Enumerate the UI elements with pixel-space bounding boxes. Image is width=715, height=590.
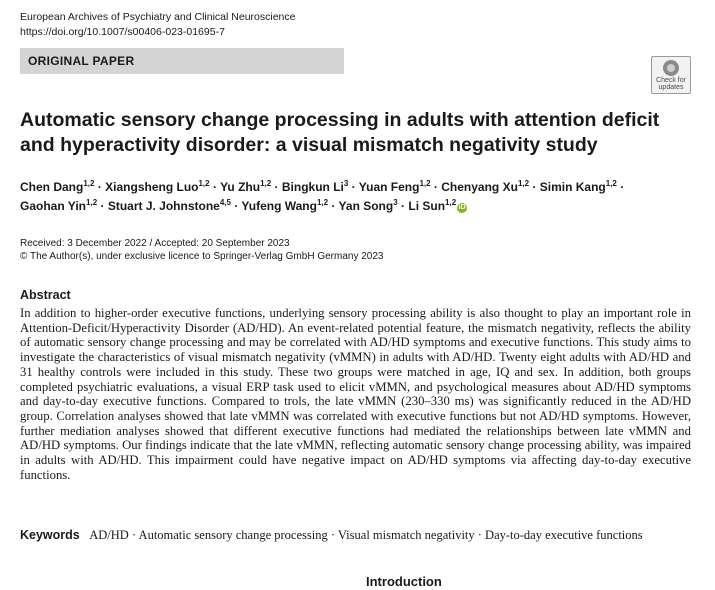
author: Bingkun Li3 bbox=[281, 179, 349, 195]
check-for-updates-badge[interactable]: Check for updates bbox=[651, 56, 691, 94]
author-list: Chen Dang1,2 · Xiangsheng Luo1,2 · Yu Zh… bbox=[20, 179, 625, 214]
journal-info: European Archives of Psychiatry and Clin… bbox=[20, 10, 295, 40]
orcid-icon[interactable]: iD bbox=[457, 203, 468, 213]
doi-link[interactable]: https://doi.org/10.1007/s00406-023-01695… bbox=[20, 26, 225, 38]
author: Yu Zhu1,2 bbox=[220, 179, 272, 195]
author-affiliation: 1,2 bbox=[83, 179, 95, 188]
author-name: Gaohan Yin bbox=[20, 199, 87, 213]
author: Yuan Feng1,2 bbox=[358, 179, 431, 195]
author-name: Yufeng Wang bbox=[241, 199, 317, 213]
article-title: Automatic sensory change processing in a… bbox=[20, 109, 660, 156]
keywords-label: Keywords bbox=[20, 528, 80, 542]
author: Yan Song3 bbox=[338, 198, 398, 214]
received-accepted: Received: 3 December 2022 / Accepted: 20… bbox=[20, 238, 290, 249]
copyright-line: © The Author(s), under exclusive licence… bbox=[20, 251, 384, 262]
publication-dates: Received: 3 December 2022 / Accepted: 20… bbox=[20, 237, 383, 263]
author: Chenyang Xu1,2 bbox=[441, 179, 530, 195]
author-name: Li Sun bbox=[408, 199, 446, 213]
author-name: Stuart J. Johnstone bbox=[107, 199, 220, 213]
check-updates-line2: updates bbox=[658, 84, 684, 91]
author-affiliation: 1,2 bbox=[605, 179, 617, 188]
author: Li Sun1,2 bbox=[408, 198, 457, 214]
author-affiliation: 3 bbox=[343, 179, 349, 188]
author-affiliation: 1,2 bbox=[316, 198, 329, 207]
author-affiliation: 1,2 bbox=[517, 179, 530, 188]
author-name: Yuan Feng bbox=[358, 180, 420, 194]
author-affiliation: 1,2 bbox=[198, 179, 210, 188]
author: Chen Dang1,2 bbox=[20, 179, 95, 195]
journal-name: European Archives of Psychiatry and Clin… bbox=[20, 11, 296, 23]
abstract-body: In addition to higher-order executive fu… bbox=[20, 306, 691, 482]
author-name: Yan Song bbox=[338, 199, 394, 213]
author: Simin Kang1,2 bbox=[539, 179, 617, 195]
author-affiliation: 1,2 bbox=[260, 179, 272, 188]
author-affiliation: 3 bbox=[393, 198, 398, 207]
author-name: Yu Zhu bbox=[220, 180, 261, 194]
check-updates-line1: Check for bbox=[656, 77, 686, 84]
author-name: Chenyang Xu bbox=[441, 180, 518, 194]
author: Xiangsheng Luo1,2 bbox=[105, 179, 210, 195]
author-name: Xiangsheng Luo bbox=[105, 180, 199, 194]
author-affiliation: 1,2 bbox=[445, 198, 457, 207]
author-affiliation: 1,2 bbox=[419, 179, 431, 188]
author-affiliation: 4,5 bbox=[219, 198, 231, 207]
author-name: Chen Dang bbox=[20, 180, 84, 194]
author-name: Bingkun Li bbox=[281, 180, 344, 194]
author: Yufeng Wang1,2 bbox=[241, 198, 329, 214]
introduction-heading: Introduction bbox=[366, 574, 442, 589]
author: Gaohan Yin1,2 bbox=[20, 198, 98, 214]
keywords-list: AD/HD · Automatic sensory change process… bbox=[89, 528, 643, 542]
check-updates-icon bbox=[663, 60, 679, 76]
abstract-heading: Abstract bbox=[20, 288, 71, 302]
author-affiliation: 1,2 bbox=[86, 198, 98, 207]
section-label: ORIGINAL PAPER bbox=[20, 48, 344, 74]
keywords: Keywords AD/HD · Automatic sensory chang… bbox=[20, 527, 710, 543]
author: Stuart J. Johnstone4,5 bbox=[107, 198, 231, 214]
author-name: Simin Kang bbox=[539, 180, 606, 194]
